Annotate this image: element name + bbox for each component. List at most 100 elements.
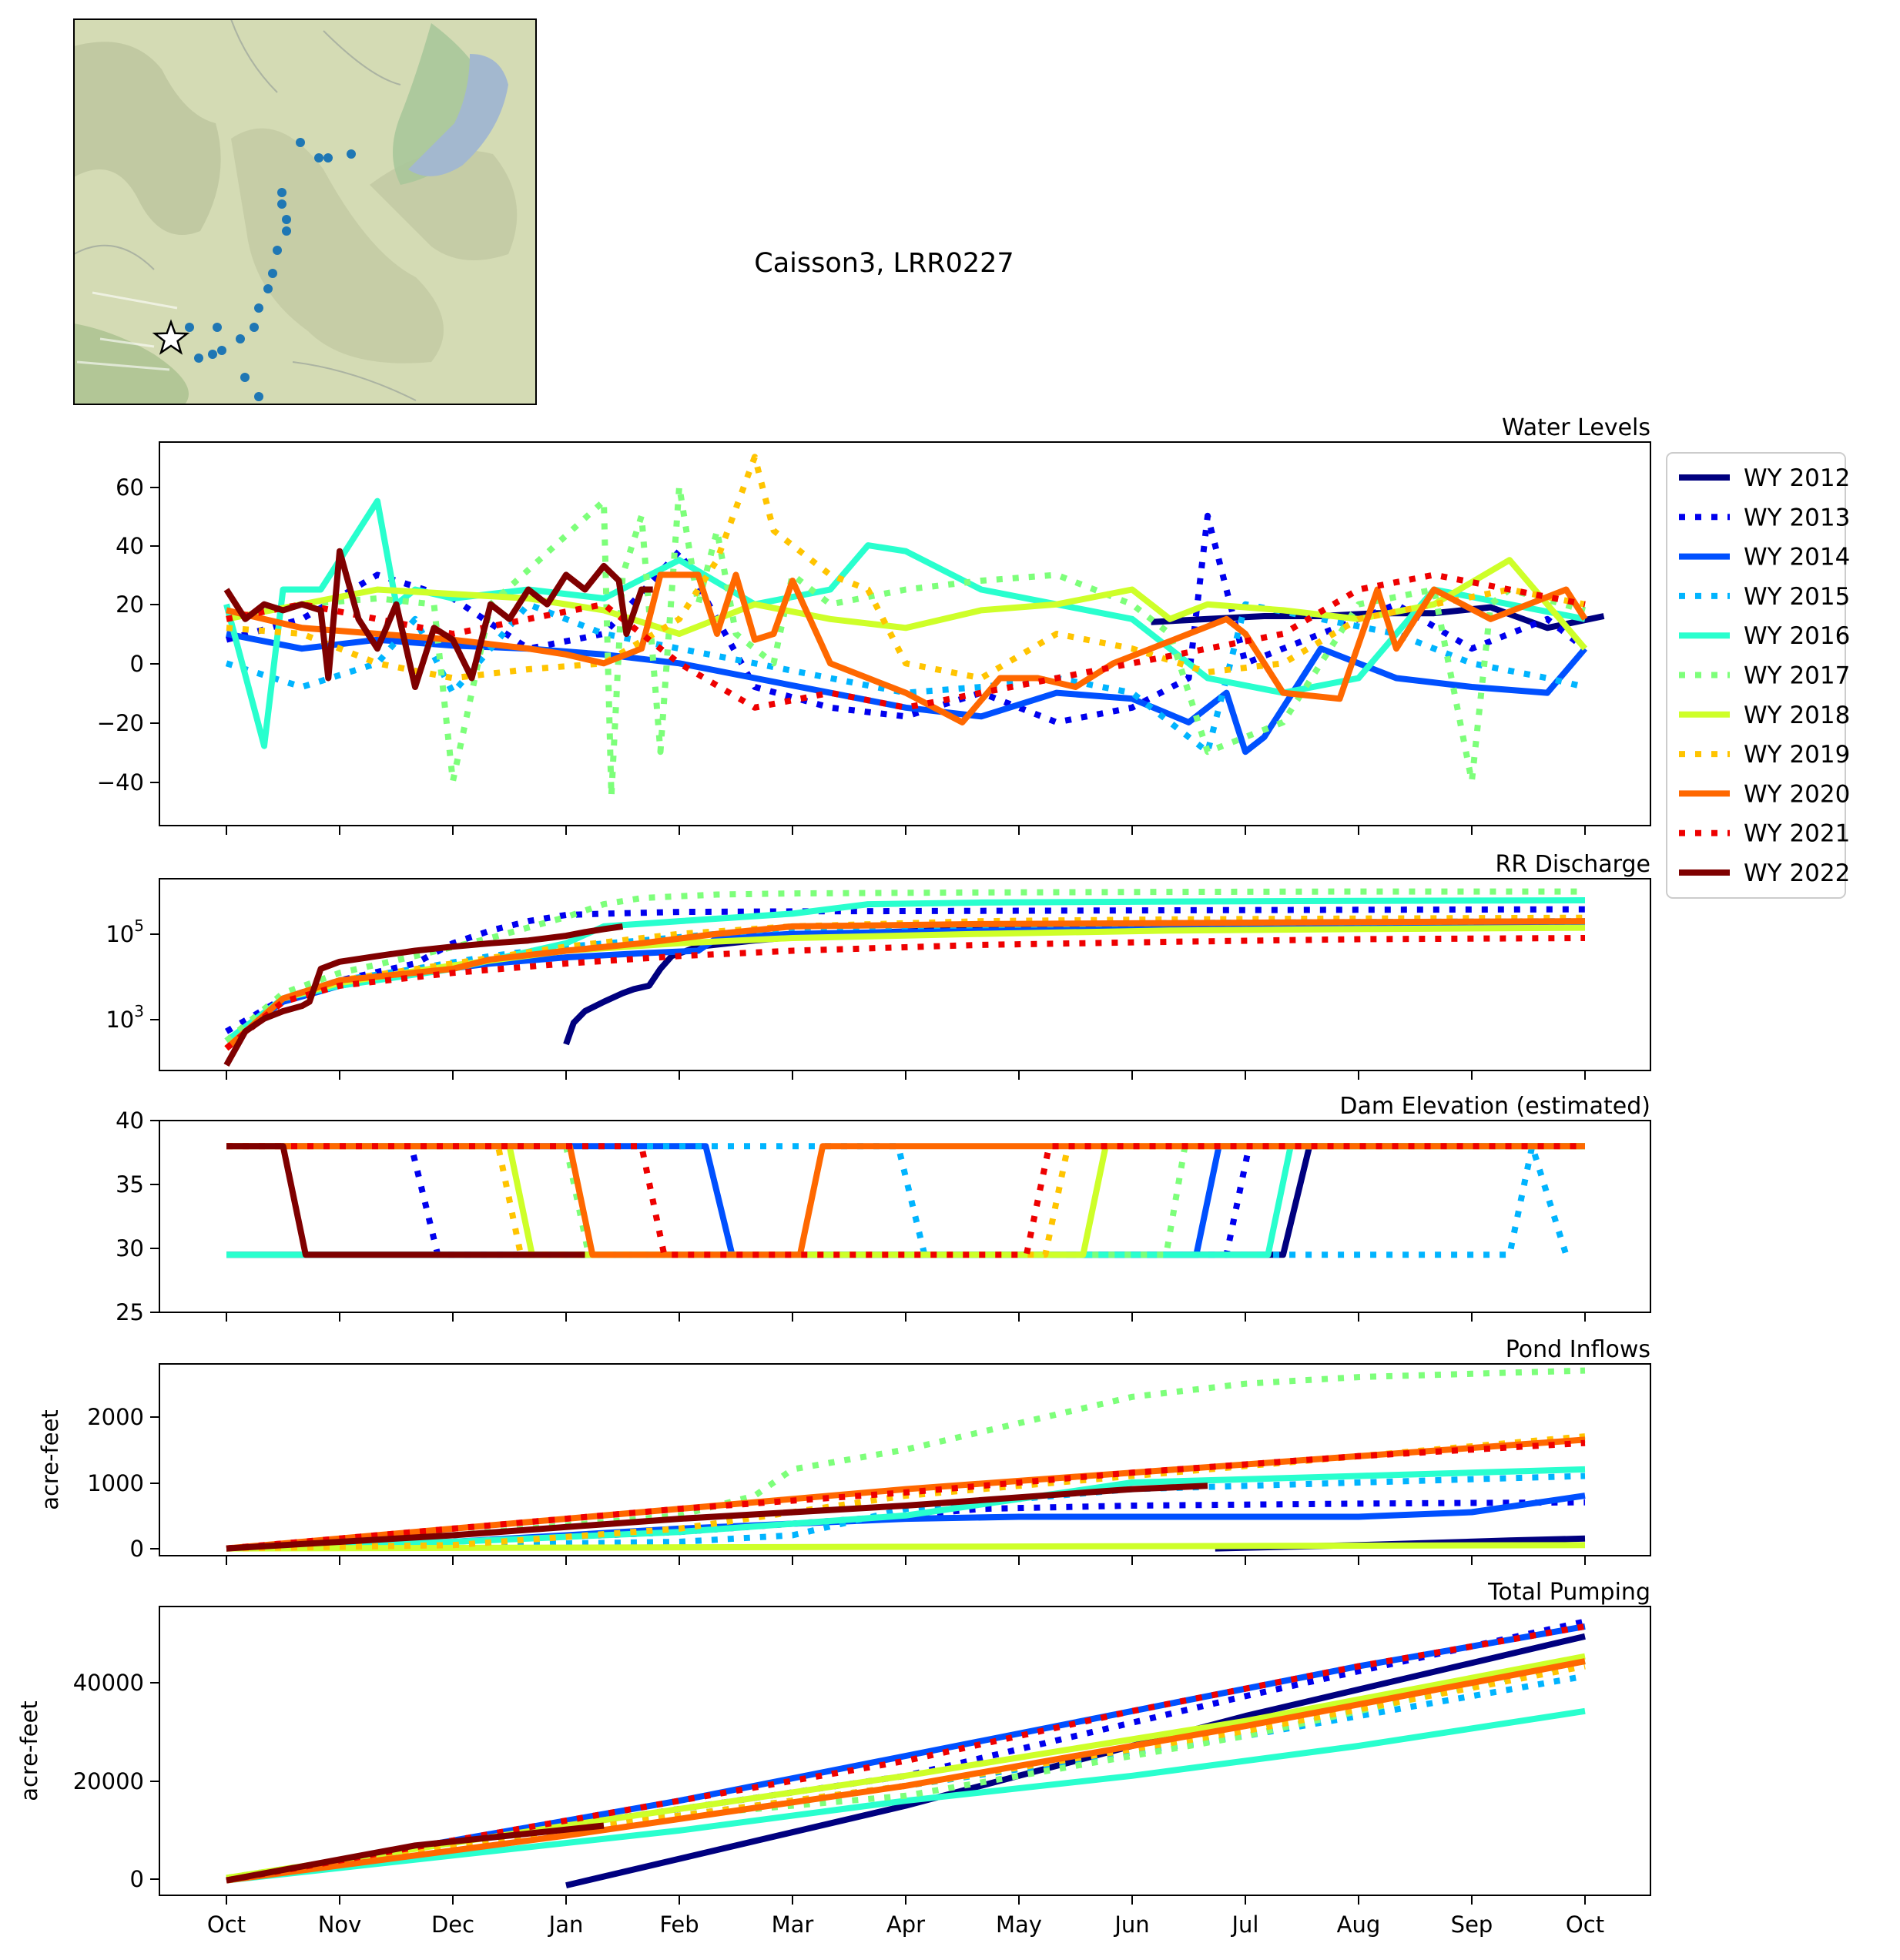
- well-point: [296, 138, 305, 147]
- series-line-wy-2020: [226, 1143, 1585, 1258]
- legend-item-wy-2015: WY 2015: [1679, 583, 1850, 611]
- figure-title: Caisson3, LRR0227: [754, 248, 1014, 279]
- panel-title: Dam Elevation (estimated): [1339, 1093, 1650, 1120]
- well-point: [213, 323, 222, 332]
- series-line-wy-2020: [224, 918, 1586, 1051]
- terrain-hills: [73, 18, 518, 404]
- legend-item-wy-2012: WY 2012: [1679, 464, 1850, 492]
- series-line-wy-2015: [224, 918, 1586, 1044]
- legend-label: WY 2022: [1744, 859, 1850, 887]
- y-tick-label: 105: [106, 916, 144, 947]
- well-point: [323, 153, 333, 162]
- series-line-wy-2016: [223, 498, 1586, 749]
- legend-frame: [1666, 452, 1846, 899]
- x-tick-label: Apr: [886, 1911, 925, 1938]
- y-tick-label: 0: [130, 1536, 144, 1562]
- panel-water-levels: 60 40 20 0 −20 −40 Water Levels: [97, 414, 1651, 835]
- series-line-wy-2016: [226, 1143, 1585, 1258]
- y-tick-label: 1000: [87, 1470, 144, 1496]
- y-tick-label: 0: [130, 1866, 144, 1892]
- series-line-wy-2014: [224, 923, 1586, 1044]
- y-tick-label: 103: [106, 1002, 144, 1033]
- x-tick-label: Dec: [431, 1911, 474, 1938]
- y-tick-label: 0: [130, 651, 144, 677]
- panel-title: Water Levels: [1502, 414, 1650, 441]
- legend-label: WY 2014: [1744, 544, 1850, 571]
- legend-label: WY 2013: [1744, 504, 1850, 531]
- well-point: [273, 246, 282, 255]
- series-line-wy-2022: [226, 1483, 1208, 1552]
- series-line-wy-2021: [226, 1439, 1586, 1552]
- well-point: [254, 303, 263, 313]
- x-tick-label: Aug: [1337, 1911, 1381, 1938]
- series-line-wy-2016: [226, 1707, 1586, 1884]
- panel-title: Total Pumping: [1487, 1579, 1650, 1606]
- well-point: [277, 199, 287, 209]
- well-point: [347, 149, 356, 159]
- legend-item-wy-2016: WY 2016: [1679, 622, 1850, 650]
- chart-panels: 60 40 20 0 −20 −40 Water Levels 105 103 RR Discha…: [16, 414, 1651, 1938]
- well-point: [185, 323, 194, 332]
- y-tick-label: 2000: [87, 1404, 144, 1430]
- well-point: [263, 284, 273, 293]
- well-point: [250, 323, 259, 332]
- series-line-wy-2020: [226, 571, 1588, 725]
- y-axis-label: acre-feet: [37, 1409, 63, 1510]
- x-tick-label: Oct: [207, 1911, 246, 1938]
- x-tick-label: Feb: [659, 1911, 699, 1938]
- well-point: [208, 350, 217, 359]
- series-group: [223, 454, 1605, 799]
- y-tick-label: 40: [116, 1107, 144, 1134]
- y-tick-label: −40: [97, 769, 144, 796]
- series-group: [226, 1618, 1586, 1888]
- x-tick-label: Oct: [1566, 1911, 1604, 1938]
- legend-item-wy-2020: WY 2020: [1679, 780, 1850, 808]
- series-line-wy-2018: [226, 1143, 1585, 1258]
- y-tick-label: 35: [116, 1171, 144, 1198]
- series-line-wy-2022: [223, 923, 624, 1067]
- panel-pond-inflows: 2000 1000 0 Pond Inflows acre-feet: [37, 1336, 1651, 1565]
- series-line-wy-2018: [226, 1542, 1586, 1552]
- y-tick-label: 20000: [73, 1768, 144, 1794]
- series-line-wy-2017: [226, 483, 1587, 799]
- series-line-wy-2021: [226, 571, 1586, 711]
- well-point: [282, 215, 291, 224]
- axes-frame: [159, 1363, 1651, 1556]
- panel-title: RR Discharge: [1496, 851, 1651, 878]
- x-tick-label: Jan: [548, 1911, 584, 1938]
- x-tick-label: May: [996, 1911, 1042, 1938]
- legend-item-wy-2019: WY 2019: [1679, 741, 1850, 769]
- well-point: [268, 269, 277, 278]
- x-tick-label: Nov: [318, 1911, 362, 1938]
- well-point: [194, 353, 203, 363]
- x-tick-label: Mar: [772, 1911, 814, 1938]
- y-tick-label: −20: [97, 710, 144, 736]
- legend-item-wy-2014: WY 2014: [1679, 544, 1850, 571]
- series-line-wy-2022: [226, 1822, 605, 1884]
- series-line-wy-2022: [223, 548, 653, 690]
- lake: [408, 54, 508, 176]
- series-line-wy-2019: [226, 1663, 1586, 1884]
- legend-label: WY 2017: [1744, 662, 1850, 690]
- star-icon: [152, 319, 190, 355]
- series-group: [223, 888, 1586, 1067]
- series-line-wy-2021: [224, 935, 1586, 1051]
- well-point: [314, 153, 323, 162]
- series-line-wy-2013: [226, 1143, 1585, 1258]
- y-tick-label: 25: [116, 1299, 144, 1325]
- panel-title: Pond Inflows: [1506, 1336, 1650, 1363]
- legend-label: WY 2015: [1744, 583, 1850, 611]
- panel-dam-elevation-estimated: 40 35 30 25 Dam Elevation (estimated): [116, 1093, 1651, 1325]
- y-tick-label: 40000: [73, 1670, 144, 1696]
- legend-item-wy-2021: WY 2021: [1679, 820, 1850, 848]
- panel-rr-discharge: 105 103 RR Discharge: [106, 851, 1651, 1080]
- series-line-wy-2017: [224, 888, 1585, 1044]
- legend-item-wy-2022: WY 2022: [1679, 859, 1850, 887]
- series-line-wy-2012: [226, 1143, 1585, 1258]
- well-point: [277, 188, 287, 197]
- y-tick-label: 40: [116, 533, 144, 559]
- series-group: [226, 1367, 1586, 1552]
- series-line-wy-2017: [226, 1143, 1585, 1258]
- legend-item-wy-2017: WY 2017: [1679, 662, 1850, 690]
